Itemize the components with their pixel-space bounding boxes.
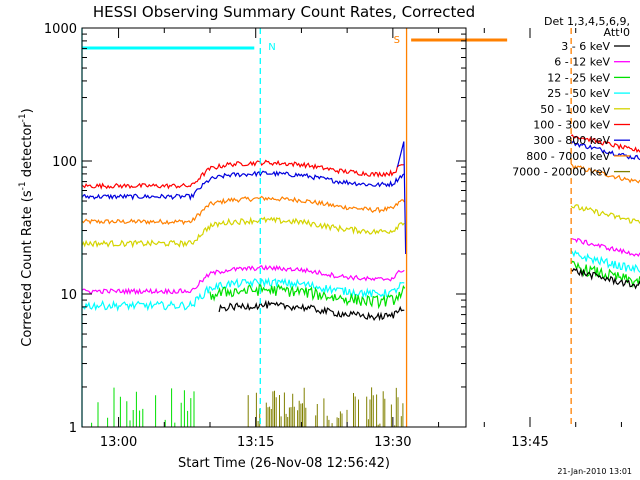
legend-entry-label: 100 - 300 keV bbox=[533, 119, 610, 132]
legend-entry-label: 3 - 6 keV bbox=[561, 40, 610, 53]
series-line-800-7000-keV bbox=[81, 195, 405, 226]
series-line-25-50-keV bbox=[81, 277, 405, 312]
legend-entry-label: 50 - 100 keV bbox=[540, 103, 610, 116]
x-tick-label: 13:15 bbox=[237, 435, 274, 450]
legend-entry-label: 300 - 800 keV bbox=[533, 134, 610, 147]
y-tick-label: 100 bbox=[52, 155, 77, 170]
series-line-6-12-keV bbox=[81, 264, 405, 296]
chart-title: HESSI Observing Summary Count Rates, Cor… bbox=[93, 3, 475, 21]
series-line-3-6-keV bbox=[570, 267, 640, 290]
y-axis-label-part: detector bbox=[20, 122, 35, 182]
y-axis-label-superscript: -1 bbox=[18, 181, 28, 190]
annotation-saa-label: S bbox=[394, 35, 400, 46]
series-line-800-7000-keV bbox=[570, 163, 640, 184]
series-line-12-25-keV bbox=[570, 260, 640, 289]
y-tick-label: 1 bbox=[69, 421, 77, 436]
legend-entry-label: 6 - 12 keV bbox=[554, 56, 610, 69]
series-low-12-25-keV bbox=[81, 387, 195, 427]
legend-header: Det 1,3,4,5,6,9, bbox=[544, 15, 630, 28]
legend-header: Att 0 bbox=[604, 26, 630, 39]
series-line-100-300-keV bbox=[81, 159, 405, 190]
x-axis-label: Start Time (26-Nov-08 12:56:42) bbox=[178, 456, 390, 471]
series-line-6-12-keV bbox=[571, 237, 640, 257]
series-line-100-300-keV bbox=[570, 134, 640, 154]
series-line-300-800-keV bbox=[570, 140, 640, 161]
series-line-50-100-keV bbox=[570, 204, 640, 224]
annotation-night-label: N bbox=[268, 42, 275, 53]
legend-entry-label: 7000 - 20000 keV bbox=[512, 166, 610, 179]
y-axis-label-part: ) bbox=[20, 108, 35, 113]
y-tick-label: 1000 bbox=[44, 22, 77, 37]
legend-entry-label: 25 - 50 keV bbox=[547, 87, 610, 100]
y-tick-label: 10 bbox=[60, 288, 77, 303]
plot-frame bbox=[81, 27, 467, 428]
y-axis-label-part: Corrected Count Rate (s bbox=[20, 190, 35, 347]
series-spike bbox=[396, 141, 407, 254]
series-line-12-25-keV bbox=[209, 283, 406, 310]
series-low-7000-20000-keV bbox=[247, 387, 404, 427]
x-tick-label: 13:00 bbox=[100, 435, 137, 450]
series-line-25-50-keV bbox=[570, 249, 640, 274]
x-tick-label: 13:45 bbox=[511, 435, 548, 450]
legend-entry-label: 12 - 25 keV bbox=[547, 71, 610, 84]
footer-date: 21-Jan-2010 13:01 bbox=[557, 467, 632, 476]
y-axis-label: Corrected Count Rate (s-1 detector-1) bbox=[18, 108, 35, 346]
y-axis-label-superscript: -1 bbox=[18, 113, 28, 122]
legend-entry-label: 800 - 7000 keV bbox=[526, 150, 610, 163]
series-line-50-100-keV bbox=[81, 216, 405, 249]
series-line-300-800-keV bbox=[81, 170, 405, 201]
x-tick-label: 13:30 bbox=[374, 435, 411, 450]
series-line-3-6-keV bbox=[218, 299, 405, 322]
